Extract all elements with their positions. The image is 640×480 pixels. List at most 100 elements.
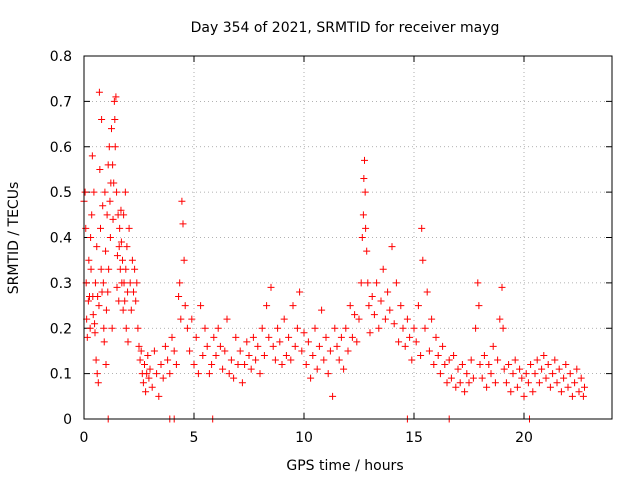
data-point [135,342,143,350]
data-point [110,179,118,187]
data-point [230,374,238,382]
data-point [527,361,535,369]
data-point [91,279,99,287]
data-point [542,374,550,382]
x-tick-label: 5 [190,430,199,446]
data-point [535,379,543,387]
data-point [153,370,161,378]
data-point [300,329,308,337]
data-point [388,243,396,251]
data-point [170,347,178,355]
data-point [104,288,112,296]
data-point [282,351,290,359]
data-point [522,370,530,378]
data-point [365,302,373,310]
y-tick-label: 0 [63,412,72,428]
data-point [362,224,370,232]
data-point [346,302,354,310]
data-point [190,361,198,369]
data-point [487,370,495,378]
plot-frame [83,55,613,420]
data-point [111,116,119,124]
data-point [161,342,169,350]
data-point [238,379,246,387]
data-point [513,383,521,391]
data-point [143,370,151,378]
data-point [463,370,471,378]
data-point [375,324,383,332]
data-point [351,311,359,319]
data-point [243,338,251,346]
data-point [511,356,519,364]
data-point [95,88,103,96]
data-point [99,202,107,210]
data-point [458,361,466,369]
y-tick-label: 0.6 [50,140,72,156]
x-tick-label: 15 [405,430,423,446]
data-point [496,315,504,323]
data-point [109,161,117,169]
data-point [85,256,93,264]
data-point [115,297,123,305]
data-point [122,265,130,273]
data-point [500,365,508,373]
data-point [110,97,118,105]
data-point [489,342,497,350]
data-point [571,379,579,387]
data-point [507,388,515,396]
data-point [100,324,108,332]
data-point [579,392,587,400]
data-point [134,324,142,332]
data-point [108,125,115,133]
data-point [531,370,539,378]
data-point [120,279,128,287]
data-point [252,356,260,364]
data-point [90,188,98,196]
data-point [408,356,416,364]
data-point [87,265,95,273]
data-point [144,351,152,359]
data-point [296,288,304,296]
data-point [502,379,510,387]
data-point [126,279,134,287]
data-point [348,333,356,341]
data-point [342,324,350,332]
data-point [568,392,576,400]
data-point [324,370,332,378]
data-point [397,302,405,310]
data-point [176,279,184,287]
data-point [98,116,106,124]
data-point [113,252,121,260]
data-point [278,361,286,369]
data-point [472,324,480,332]
data-point [538,365,546,373]
x-tick-label: 10 [295,430,313,446]
x-axis-label: GPS time / hours [286,458,403,474]
data-point [103,211,111,219]
data-point [432,333,440,341]
data-point [359,211,367,219]
data-point [127,306,135,314]
data-point [562,361,570,369]
data-point [480,351,488,359]
data-point [320,356,328,364]
data-point [355,315,363,323]
data-point [216,342,224,350]
data-point [164,356,172,364]
x-tick-label: 0 [80,430,89,446]
data-point [99,279,107,287]
data-point [247,365,255,373]
data-point [364,279,372,287]
data-point [124,338,132,346]
data-point [265,333,273,341]
data-point [172,361,180,369]
data-point [183,324,191,332]
data-point [139,379,147,387]
data-point [130,288,137,296]
data-point [128,256,136,264]
data-point [159,374,167,382]
data-point [131,265,139,273]
data-point [485,361,493,369]
data-point [105,143,113,151]
